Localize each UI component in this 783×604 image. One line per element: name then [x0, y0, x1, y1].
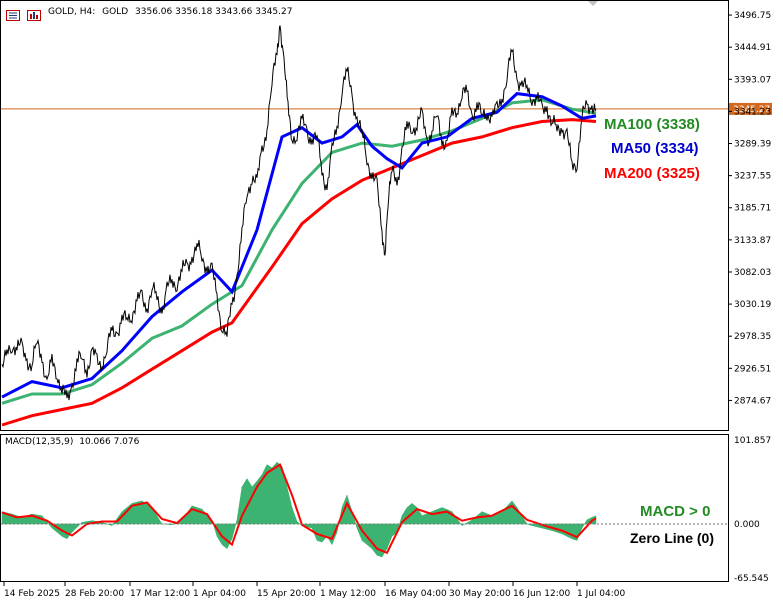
y-tick-label: 3289.39 [734, 140, 771, 150]
macd-hist-bar [321, 523, 328, 543]
y-tick-label: 3444.91 [734, 43, 771, 53]
ma200-line [1, 118, 597, 427]
macd-hist-bar [371, 523, 378, 557]
x-tick-label: 28 Feb 20:00 [65, 589, 124, 599]
price-series [1, 25, 597, 401]
ma50-line [1, 92, 597, 399]
symbol-description: GOLD [102, 7, 129, 17]
y-tick-label: 3341.23 [734, 107, 771, 117]
macd-hist-bar [201, 508, 213, 525]
x-tick-label: 1 May 12:00 [320, 589, 376, 599]
x-tick-label: 17 Mar 12:00 [130, 589, 190, 599]
macd-name: MACD(12,35,9) [5, 437, 74, 447]
macd-hist-bar [571, 523, 578, 541]
symbol-timeframe: GOLD, H4: [48, 7, 96, 17]
chart-list-icon[interactable] [6, 6, 20, 21]
current-price-tag [729, 102, 772, 115]
y-tick-label: 3237.55 [734, 172, 771, 182]
macd-signal-line [1, 463, 597, 555]
ma100-line [1, 98, 597, 405]
macd-hist-bar [511, 500, 518, 525]
macd-hist-bar [66, 523, 73, 540]
x-axis: 14 Feb 2025 28 Feb 20:00 17 Mar 12:00 1 Apr… [3, 582, 626, 599]
y-tick-label: 3185.71 [734, 204, 771, 214]
macd-histogram [1, 461, 597, 558]
y-tick-label: 3082.03 [734, 268, 771, 278]
macd-hist-bar [431, 507, 443, 525]
y-tick-label: 2926.51 [734, 364, 771, 374]
chart-header: GOLD, H4: GOLD 3356.06 3356.18 3343.66 3… [48, 7, 296, 17]
macd-hist-bar [376, 523, 383, 558]
macd-hist-bar [141, 500, 153, 525]
macd-hist-bar [501, 500, 513, 525]
x-tick-label: 1 Jul 04:00 [577, 589, 626, 599]
macd-hist-bar [481, 511, 493, 525]
ma100-label: MA100 (3338) [604, 116, 700, 133]
macd-positive-label: MACD > 0 [640, 503, 711, 520]
macd-hist-bar [326, 523, 333, 546]
x-tick-label: 16 Jun 12:00 [513, 589, 570, 599]
macd-y-tick-label: 101.857 [734, 436, 771, 446]
macd-panel-frame [0, 434, 729, 582]
macd-y-axis: 101.857 0.000 -65.545 [734, 436, 771, 584]
ma200-label: MA200 (3325) [604, 165, 700, 182]
macd-hist-bar [276, 461, 283, 525]
y-tick-label: 3393.07 [734, 75, 771, 85]
macd-hist-bar [521, 514, 528, 525]
macd-hist-bar [316, 523, 323, 543]
current-price-tag-text: 3345.27 [733, 105, 770, 115]
ma50-label: MA50 (3334) [611, 140, 699, 157]
x-tick-label: 1 Apr 04:00 [193, 589, 246, 599]
chart-shift-marker [588, 1, 598, 6]
bar-chart-icon[interactable] [27, 6, 41, 21]
x-tick-label: 30 May 20:00 [449, 589, 511, 599]
macd-hist-bar [271, 461, 278, 525]
x-tick-label: 14 Feb 2025 [4, 589, 60, 599]
macd-values: 10.066 7.076 [79, 437, 140, 447]
y-tick-label: 2978.35 [734, 332, 771, 342]
zero-line-label: Zero Line (0) [630, 530, 715, 546]
x-tick-label: 15 Apr 20:00 [257, 589, 316, 599]
y-tick-label: 3496.75 [734, 11, 771, 21]
macd-hist-bar [441, 507, 453, 525]
macd-y-tick-label: -65.545 [734, 574, 769, 584]
y-tick-label: 3133.87 [734, 236, 771, 246]
main-y-axis: 3496.75 3444.91 3393.07 3341.23 3289.39 3237.… [728, 11, 771, 406]
macd-header: MACD(12,35,9) 10.066 7.076 [5, 437, 142, 447]
y-tick-label: 2874.67 [734, 396, 771, 406]
y-tick-label: 3030.19 [734, 300, 771, 310]
x-tick-label: 16 May 04:00 [385, 589, 447, 599]
main-panel-frame [0, 0, 729, 431]
ohlc-values: 3356.06 3356.18 3343.66 3345.27 [135, 7, 293, 17]
macd-hist-bar [241, 477, 248, 525]
macd-y-tick-label: 0.000 [734, 520, 760, 530]
